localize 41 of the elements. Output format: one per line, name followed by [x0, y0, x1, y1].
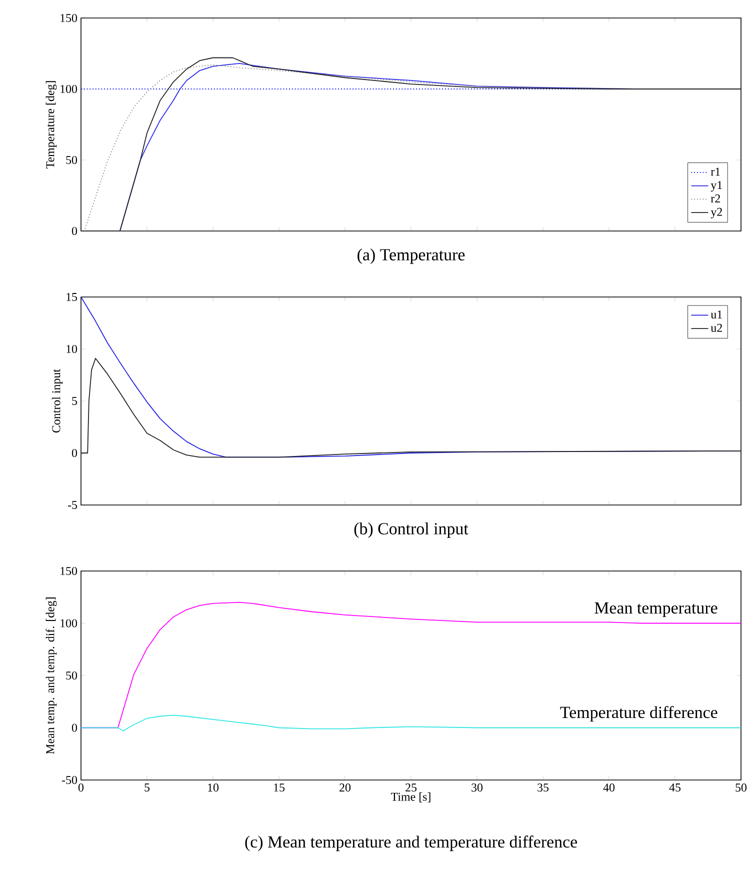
series-label: Temperature difference: [560, 706, 718, 722]
text: (b) Control input: [354, 522, 468, 538]
x-tick-label: 50: [736, 784, 747, 792]
legend-label: r2: [710, 194, 720, 202]
text: (c) Mean temperature and temperature difference: [245, 836, 577, 852]
legend-label: y2: [710, 208, 722, 218]
y-tick-label: 100: [60, 84, 78, 94]
x-tick-label: 20: [340, 784, 351, 792]
y-tick-label: 50: [66, 156, 78, 164]
x-tick-label: 45: [669, 784, 681, 792]
y-tick-label: 100: [60, 619, 78, 628]
y-tick-label: 10: [66, 344, 78, 354]
x-tick-label: 10: [208, 784, 219, 792]
legend-label: y1: [710, 181, 722, 192]
y-tick-label: 0: [72, 226, 78, 236]
y-axis-title: Mean temp. and temp. dif. [deg]: [46, 598, 57, 754]
y-tick-label: 15: [66, 292, 78, 301]
x-tick-label: 25: [406, 784, 417, 792]
x-tick-label: 30: [472, 784, 483, 792]
x-tick-label: 35: [538, 784, 549, 792]
x-axis-title: Time [s]: [391, 792, 430, 802]
y-tick-label: 0: [72, 724, 78, 732]
y-tick-label: 150: [60, 566, 78, 576]
legend-label: r1: [710, 168, 720, 176]
y-tick-label: 150: [60, 14, 78, 22]
y-axis-title: Control input: [52, 369, 63, 433]
legend-label: u2: [710, 324, 722, 332]
x-tick-label: 5: [144, 784, 150, 792]
y-axis-title: Temperature [deg]: [46, 81, 57, 168]
y-tick-label: 0: [72, 448, 78, 458]
y-tick-label: 50: [66, 671, 78, 680]
y-tick-label: -50: [62, 776, 78, 784]
text: (a) Temperature: [358, 248, 465, 264]
line-series: [81, 57, 742, 231]
legend-label: u1: [710, 310, 722, 318]
x-tick-label: 0: [78, 784, 84, 792]
x-tick-label: 15: [274, 784, 285, 792]
series-label: Mean temperature: [594, 602, 718, 618]
y-tick-label: 5: [72, 397, 78, 405]
x-tick-label: 40: [603, 784, 615, 792]
y-tick-label: -5: [68, 501, 78, 509]
